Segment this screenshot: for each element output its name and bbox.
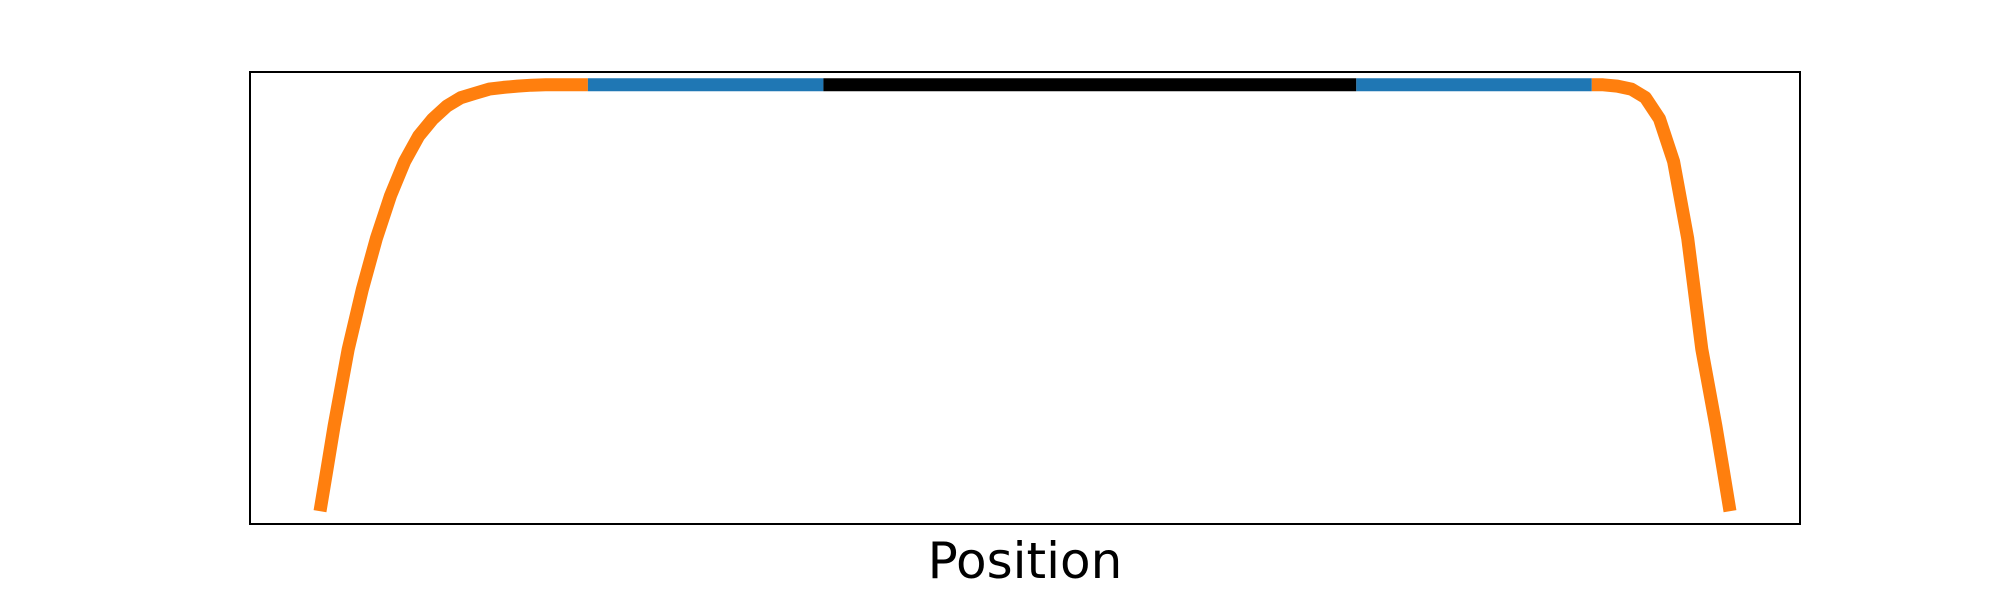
series-line-left-ramp [313,78,588,513]
series-line-right-ramp [1591,78,1737,513]
plot-frame [249,71,1801,525]
x-axis-label: Position [928,532,1123,590]
plot-area [313,78,1737,513]
